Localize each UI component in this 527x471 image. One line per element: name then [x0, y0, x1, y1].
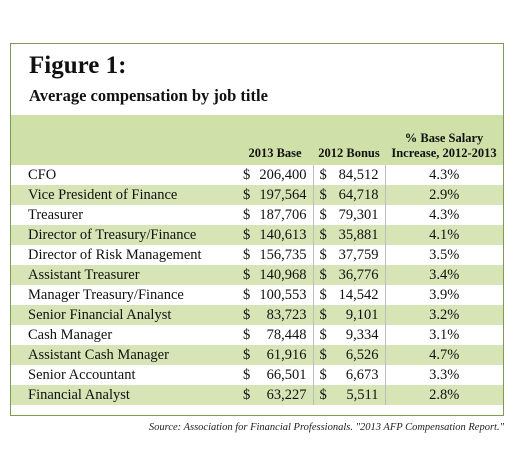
base-value-cell: 140,968 — [255, 265, 314, 285]
bonus-value-cell: 37,759 — [331, 245, 386, 265]
base-value-cell: 187,706 — [255, 205, 314, 225]
table-row: Senior Accountant $66,501 $6,673 3.3% — [11, 365, 504, 385]
job-title-cell: Director of Risk Management — [28, 247, 202, 263]
base-value-cell: 61,916 — [255, 345, 314, 365]
table-row: Assistant Treasurer $140,968 $36,776 3.4% — [11, 265, 504, 285]
pct-increase-cell: 4.3% — [429, 207, 460, 223]
base-value-cell: 78,448 — [255, 325, 314, 345]
job-title-cell: Financial Analyst — [28, 387, 130, 403]
table-row: Director of Treasury/Finance $140,613 $35,… — [11, 225, 504, 245]
job-title-cell: Assistant Treasurer — [28, 267, 140, 283]
header-title-column — [11, 115, 237, 165]
pct-increase-cell: 3.5% — [429, 247, 460, 263]
pct-increase-cell: 3.9% — [429, 287, 460, 303]
base-currency-cell: $ — [243, 367, 251, 383]
job-title-cell: Director of Treasury/Finance — [28, 227, 197, 243]
base-currency-cell: $ — [243, 167, 251, 183]
bonus-value-cell: 35,881 — [331, 225, 386, 245]
source-note: Source: Association for Financial Profes… — [148, 422, 504, 433]
job-title-cell: Treasurer — [28, 207, 84, 223]
job-title-cell: Assistant Cash Manager — [28, 347, 169, 363]
bonus-currency-cell: $ — [319, 287, 327, 303]
base-value-cell: 100,553 — [255, 285, 314, 305]
compensation-table-wrap: 2013 Base 2012 Bonus % Base Salary Incre… — [11, 115, 504, 405]
base-value-cell: 140,613 — [255, 225, 314, 245]
base-currency-cell: $ — [243, 267, 251, 283]
job-title-cell: Senior Accountant — [28, 367, 136, 383]
job-title-cell: Vice President of Finance — [28, 187, 178, 203]
pct-increase-cell: 4.7% — [429, 347, 460, 363]
pct-increase-cell: 2.9% — [429, 187, 460, 203]
job-title-cell: Manager Treasury/Finance — [28, 287, 184, 303]
bonus-value-cell: 5,511 — [331, 385, 386, 405]
base-value-cell: 66,501 — [255, 365, 314, 385]
header-2013-base: 2013 Base — [248, 146, 302, 160]
base-value-cell: 206,400 — [255, 165, 314, 185]
pct-increase-cell: 3.2% — [429, 307, 460, 323]
table-body: CFO $206,400 $84,512 4.3% Vice President of … — [11, 165, 504, 405]
base-currency-cell: $ — [243, 387, 251, 403]
compensation-table: 2013 Base 2012 Bonus % Base Salary Incre… — [11, 115, 504, 405]
pct-increase-cell: 3.3% — [429, 367, 460, 383]
base-currency-cell: $ — [243, 247, 251, 263]
bonus-currency-cell: $ — [319, 307, 327, 323]
base-currency-cell: $ — [243, 227, 251, 243]
bonus-value-cell: 6,526 — [331, 345, 386, 365]
pct-increase-cell: 3.1% — [429, 327, 460, 343]
table-header-row: 2013 Base 2012 Bonus % Base Salary Incre… — [11, 115, 504, 165]
table-row: Manager Treasury/Finance $100,553 $14,542 3… — [11, 285, 504, 305]
table-row: Cash Manager $78,448 $9,334 3.1% — [11, 325, 504, 345]
bonus-value-cell: 36,776 — [331, 265, 386, 285]
table-row: Financial Analyst $63,227 $5,511 2.8% — [11, 385, 504, 405]
bonus-value-cell: 84,512 — [331, 165, 386, 185]
bonus-value-cell: 6,673 — [331, 365, 386, 385]
bonus-currency-cell: $ — [319, 347, 327, 363]
table-row: Assistant Cash Manager $61,916 $6,526 4.7% — [11, 345, 504, 365]
pct-increase-cell: 2.8% — [429, 387, 460, 403]
figure-panel: Figure 1: Average compensation by job ti… — [10, 43, 504, 416]
base-value-cell: 83,723 — [255, 305, 314, 325]
table-row: Senior Financial Analyst $83,723 $9,101 3.2… — [11, 305, 504, 325]
table-row: Treasurer $187,706 $79,301 4.3% — [11, 205, 504, 225]
bonus-currency-cell: $ — [319, 227, 327, 243]
bonus-value-cell: 79,301 — [331, 205, 386, 225]
bonus-currency-cell: $ — [319, 167, 327, 183]
header-2012-bonus: 2012 Bonus — [318, 146, 380, 160]
bonus-value-cell: 9,334 — [331, 325, 386, 345]
table-row: CFO $206,400 $84,512 4.3% — [11, 165, 504, 185]
base-currency-cell: $ — [243, 207, 251, 223]
bonus-currency-cell: $ — [319, 187, 327, 203]
bonus-currency-cell: $ — [319, 267, 327, 283]
bonus-currency-cell: $ — [319, 387, 327, 403]
bonus-currency-cell: $ — [319, 327, 327, 343]
bonus-currency-cell: $ — [319, 247, 327, 263]
bonus-value-cell: 9,101 — [331, 305, 386, 325]
pct-increase-cell: 4.1% — [429, 227, 460, 243]
table-row: Director of Risk Management $156,735 $37,7… — [11, 245, 504, 265]
figure-subtitle: Average compensation by job title — [29, 86, 268, 105]
base-currency-cell: $ — [243, 187, 251, 203]
bonus-currency-cell: $ — [319, 207, 327, 223]
base-value-cell: 197,564 — [255, 185, 314, 205]
job-title-cell: Cash Manager — [28, 327, 113, 343]
job-title-cell: Senior Financial Analyst — [28, 307, 172, 323]
base-value-cell: 156,735 — [255, 245, 314, 265]
job-title-cell: CFO — [28, 167, 57, 183]
bonus-currency-cell: $ — [319, 367, 327, 383]
figure-title: Figure 1: — [29, 52, 127, 79]
bonus-value-cell: 14,542 — [331, 285, 386, 305]
pct-increase-cell: 4.3% — [429, 167, 460, 183]
base-currency-cell: $ — [243, 327, 251, 343]
pct-increase-cell: 3.4% — [429, 267, 460, 283]
header-pct-increase: % Base Salary Increase, 2012-2013 — [391, 131, 497, 160]
table-row: Vice President of Finance $197,564 $64,718… — [11, 185, 504, 205]
base-currency-cell: $ — [243, 347, 251, 363]
bonus-value-cell: 64,718 — [331, 185, 386, 205]
base-currency-cell: $ — [243, 287, 251, 303]
base-value-cell: 63,227 — [255, 385, 314, 405]
base-currency-cell: $ — [243, 307, 251, 323]
